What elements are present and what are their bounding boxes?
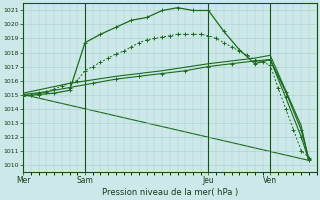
X-axis label: Pression niveau de la mer( hPa ): Pression niveau de la mer( hPa )	[102, 188, 238, 197]
